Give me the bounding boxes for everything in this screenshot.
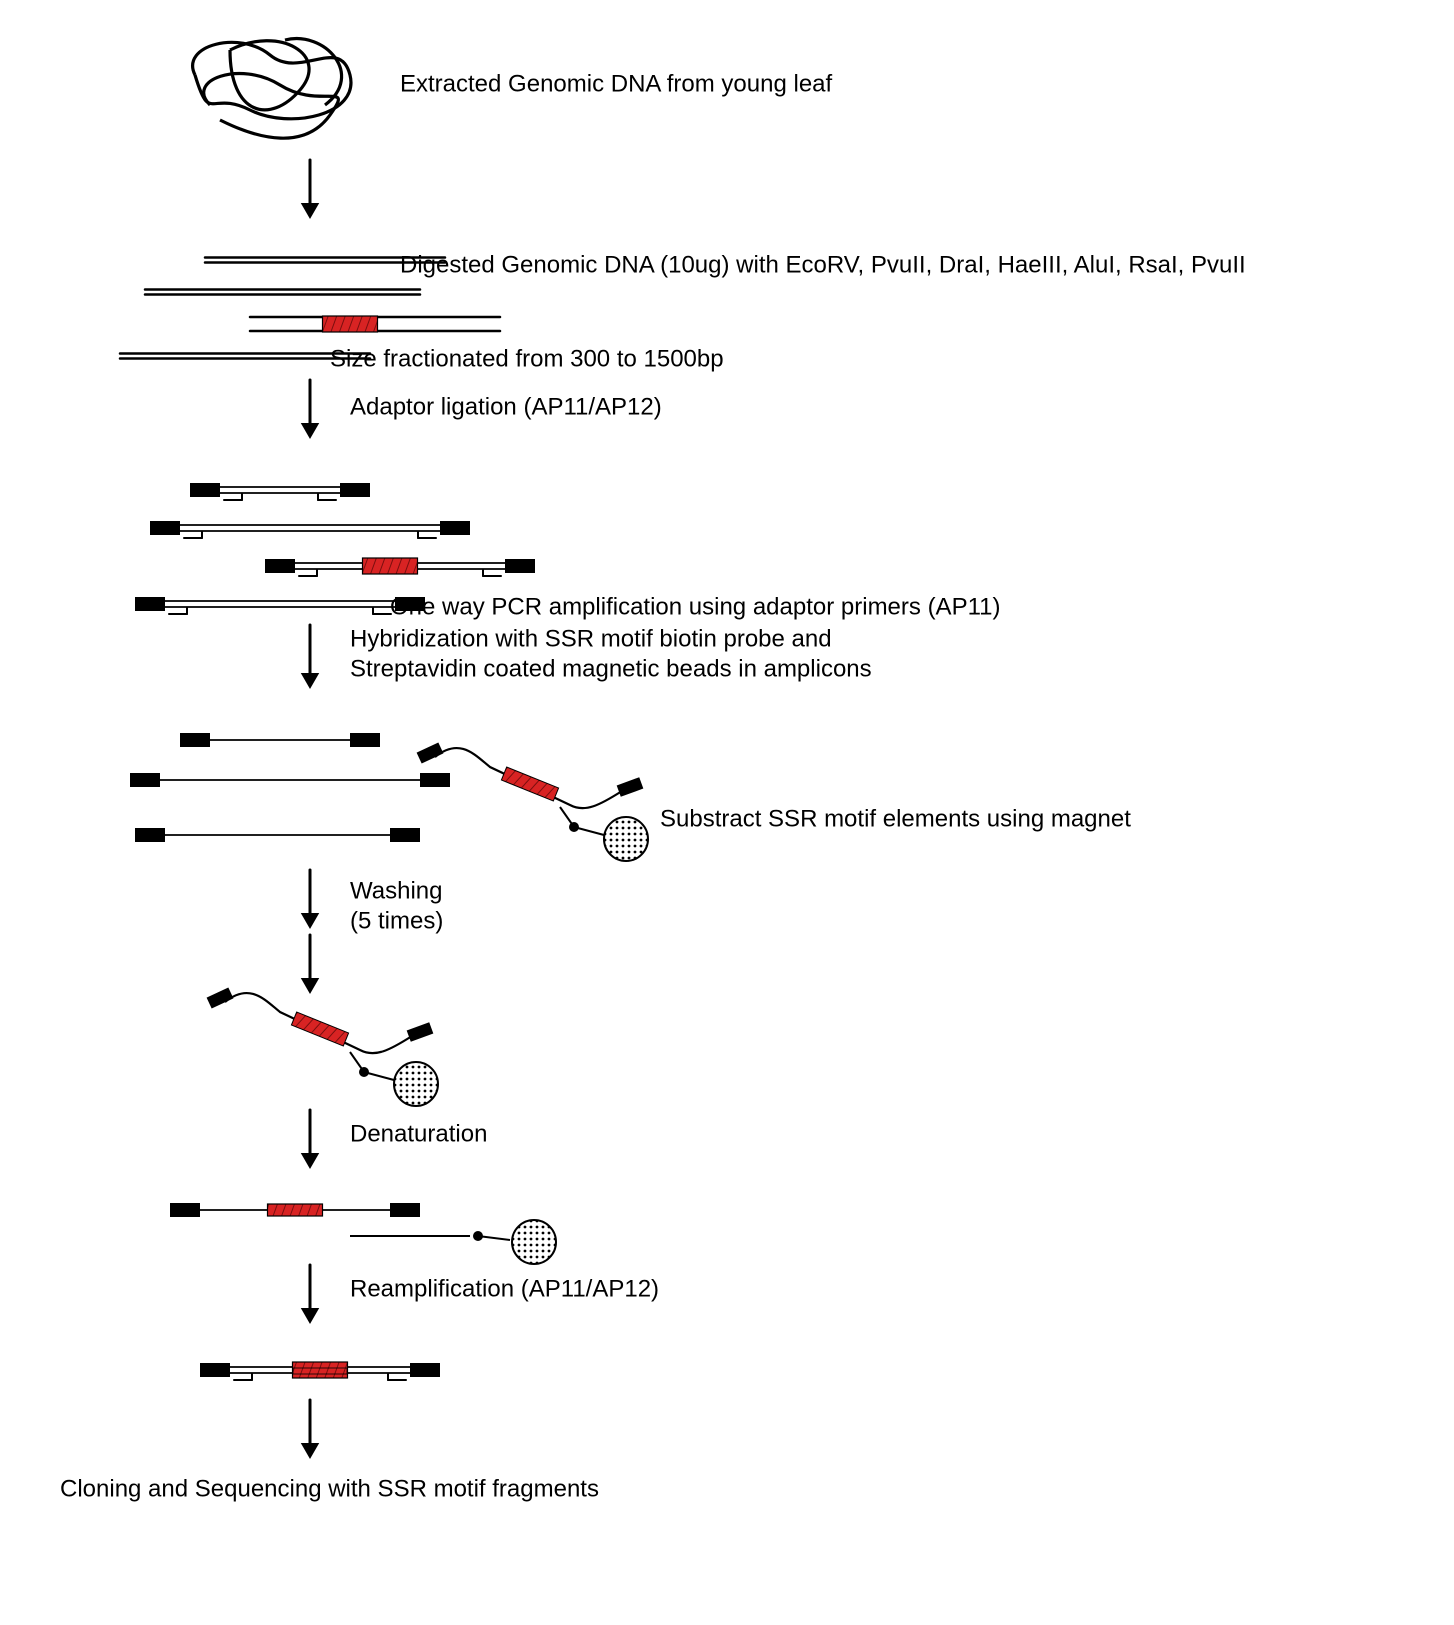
- step5b-label: Streptavidin coated magnetic beads in am…: [350, 655, 872, 682]
- step6-label: Substract SSR motif elements using magne…: [660, 805, 1131, 832]
- step9-label: Reamplification (AP11/AP12): [350, 1275, 659, 1302]
- step2-label: Digested Genomic DNA (10ug) with EcoRV, …: [400, 251, 1246, 278]
- step5a-label: Hybridization with SSR motif biotin prob…: [350, 625, 832, 652]
- step10-label: Cloning and Sequencing with SSR motif fr…: [60, 1475, 599, 1502]
- step3-label: Adaptor ligation (AP11/AP12): [350, 393, 662, 420]
- step7b-label: (5 times): [350, 907, 443, 934]
- step2b-label: Size fractionated from 300 to 1500bp: [330, 345, 724, 372]
- step8-label: Denaturation: [350, 1120, 487, 1147]
- step4-label: One way PCR amplification using adaptor …: [390, 593, 1000, 620]
- step7a-label: Washing: [350, 877, 442, 904]
- step1-label: Extracted Genomic DNA from young leaf: [400, 70, 833, 97]
- dna-tangle: [193, 39, 351, 139]
